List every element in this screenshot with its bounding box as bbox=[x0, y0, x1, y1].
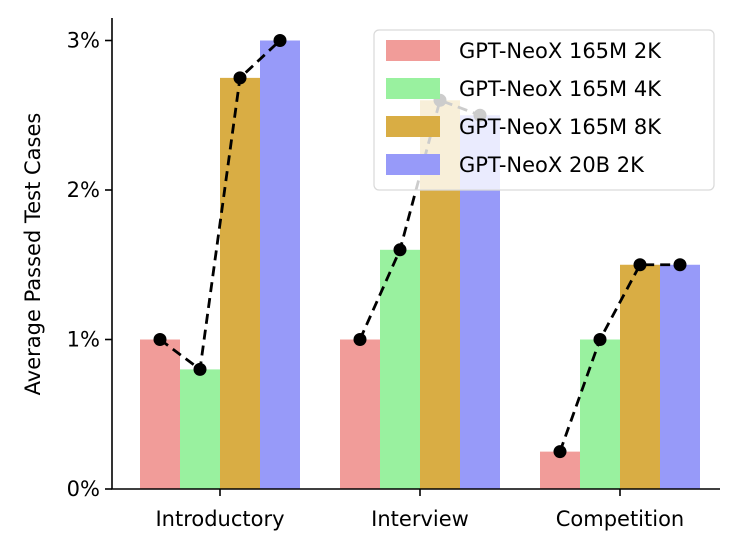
y-tick-label: 0% bbox=[67, 477, 100, 501]
legend-swatch-gpt-neox-20b-2k bbox=[386, 154, 440, 175]
bar-interview-gpt-neox-165m-4k bbox=[380, 249, 420, 489]
legend-swatch-gpt-neox-165m-4k bbox=[386, 78, 440, 99]
legend-label-gpt-neox-165m-8k: GPT-NeoX 165M 8K bbox=[459, 115, 662, 139]
bar-introductory-gpt-neox-165m-8k bbox=[220, 77, 260, 489]
bar-competition-gpt-neox-165m-4k bbox=[580, 339, 620, 489]
bar-competition-gpt-neox-20b-2k bbox=[660, 264, 700, 489]
legend: GPT-NeoX 165M 2K GPT-NeoX 165M 4K GPT-NeoX… bbox=[373, 29, 715, 191]
x-tick-label-competition: Competition bbox=[556, 507, 685, 531]
point-competition-gpt-neox-165m-4k bbox=[593, 333, 607, 346]
point-competition-gpt-neox-20b-2k bbox=[673, 258, 687, 272]
axes bbox=[111, 18, 720, 490]
bar-introductory-gpt-neox-165m-2k bbox=[140, 339, 180, 489]
dashed-line-competition bbox=[558, 263, 680, 453]
point-competition-gpt-neox-165m-2k bbox=[553, 445, 567, 459]
y-tick-label: 2% bbox=[67, 178, 100, 202]
y-tick-label: 1% bbox=[67, 328, 100, 352]
legend-label-gpt-neox-165m-4k: GPT-NeoX 165M 4K bbox=[459, 77, 662, 101]
y-axis-label: Average Passed Test Cases bbox=[21, 113, 45, 396]
x-ticks: Introductory Interview Competition bbox=[155, 489, 684, 531]
bar-competition-gpt-neox-165m-8k bbox=[620, 264, 660, 489]
dashed-line-introductory bbox=[159, 39, 281, 372]
point-introductory-gpt-neox-20b-2k bbox=[273, 34, 287, 47]
bar-introductory-gpt-neox-165m-4k bbox=[180, 369, 220, 489]
legend-swatch-gpt-neox-165m-2k bbox=[386, 40, 440, 61]
legend-label-gpt-neox-165m-2k: GPT-NeoX 165M 2K bbox=[459, 39, 662, 63]
y-ticks: 0% 1% 2% 3% bbox=[67, 29, 112, 501]
point-interview-gpt-neox-165m-4k bbox=[393, 243, 407, 257]
x-tick-label-interview: Interview bbox=[371, 507, 469, 531]
point-interview-gpt-neox-165m-2k bbox=[353, 333, 367, 346]
legend-swatch-gpt-neox-165m-8k bbox=[386, 116, 440, 137]
bars-layer bbox=[140, 40, 700, 490]
point-introductory-gpt-neox-165m-2k bbox=[153, 333, 167, 346]
legend-frame bbox=[373, 29, 715, 191]
bar-interview-gpt-neox-165m-2k bbox=[340, 339, 380, 489]
point-introductory-gpt-neox-165m-4k bbox=[193, 362, 207, 376]
bar-introductory-gpt-neox-20b-2k bbox=[260, 40, 300, 489]
point-competition-gpt-neox-165m-8k bbox=[633, 258, 647, 272]
y-tick-label: 3% bbox=[67, 29, 100, 53]
x-tick-label-introductory: Introductory bbox=[155, 507, 284, 531]
point-introductory-gpt-neox-165m-8k bbox=[233, 71, 247, 85]
legend-label-gpt-neox-20b-2k: GPT-NeoX 20B 2K bbox=[459, 153, 645, 177]
